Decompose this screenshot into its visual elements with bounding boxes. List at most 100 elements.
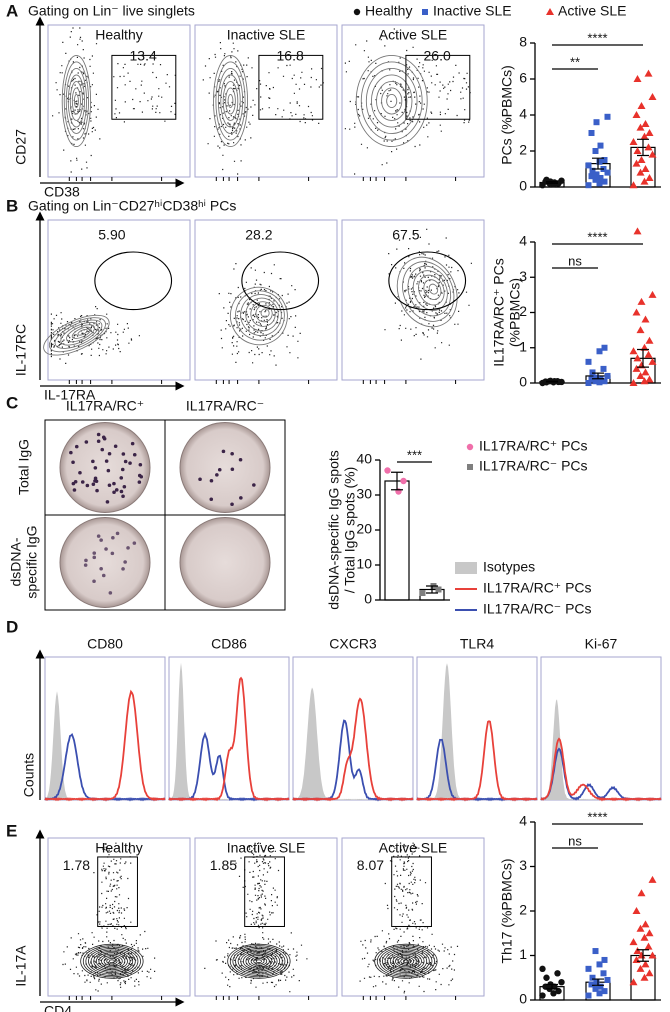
data-point bbox=[592, 148, 599, 154]
y-axis-label: IL17RA/RC⁺ PCs bbox=[491, 258, 507, 367]
legend-label: IL17RA/RC⁺ PCs bbox=[479, 438, 588, 454]
contour bbox=[227, 943, 291, 979]
axis-ticks bbox=[362, 177, 457, 181]
legend-label: Inactive SLE bbox=[433, 3, 512, 19]
data-point bbox=[648, 875, 657, 883]
axis-ticks bbox=[68, 177, 163, 181]
marker-title: CD80 bbox=[87, 636, 123, 652]
contour bbox=[229, 286, 288, 346]
data-point bbox=[596, 158, 603, 165]
plot-title: Inactive SLE bbox=[227, 840, 306, 856]
data-point bbox=[644, 350, 653, 358]
contour bbox=[418, 274, 445, 306]
error-bar bbox=[637, 348, 649, 368]
column-label: IL17RA/RC⁻ bbox=[186, 398, 264, 414]
positive-histogram bbox=[416, 720, 538, 802]
plot-frame bbox=[194, 837, 338, 997]
contour bbox=[242, 952, 275, 971]
contour bbox=[376, 945, 435, 978]
data-point bbox=[435, 586, 442, 593]
contour bbox=[222, 81, 239, 121]
panel-label: A bbox=[6, 1, 18, 20]
contour bbox=[93, 950, 131, 972]
legend-label: Healthy bbox=[365, 3, 412, 19]
contour bbox=[382, 948, 430, 975]
data-point bbox=[384, 467, 391, 474]
y-tick-label: 10 bbox=[356, 556, 372, 572]
contour bbox=[95, 952, 128, 971]
contour bbox=[90, 949, 134, 974]
plot-title: Active SLE bbox=[379, 27, 447, 43]
positive-histogram bbox=[292, 697, 414, 802]
marker-title: TLR4 bbox=[460, 636, 494, 652]
y-tick-label: 0 bbox=[364, 591, 372, 607]
plot-frame bbox=[47, 837, 191, 997]
data-point bbox=[640, 933, 649, 941]
data-point bbox=[585, 380, 592, 386]
contour bbox=[360, 61, 423, 141]
data-point bbox=[645, 129, 654, 136]
contour bbox=[80, 943, 144, 979]
contour bbox=[384, 949, 428, 974]
marker-title: Ki-67 bbox=[585, 636, 618, 652]
contour bbox=[370, 74, 413, 128]
data-point bbox=[601, 956, 608, 963]
data-point bbox=[601, 988, 608, 995]
axis-ticks bbox=[362, 996, 457, 1000]
y-tick-label: 2 bbox=[519, 303, 527, 319]
y-tick-label: 2 bbox=[519, 142, 527, 158]
y-tick-label: 3 bbox=[519, 268, 527, 284]
data-point bbox=[641, 315, 650, 323]
axis-ticks bbox=[68, 380, 163, 384]
significance-label: *** bbox=[407, 447, 422, 462]
data-point bbox=[633, 947, 642, 955]
error-bar bbox=[546, 181, 558, 184]
row-label: Total IgG bbox=[16, 439, 32, 495]
contour bbox=[66, 324, 96, 343]
contour bbox=[85, 946, 139, 976]
gate-value: 1.78 bbox=[63, 857, 90, 873]
gate bbox=[111, 54, 177, 120]
plot-frame bbox=[341, 24, 485, 178]
contour bbox=[69, 81, 83, 121]
data-point bbox=[648, 357, 657, 365]
legend-label: IL17RA/RC⁺ PCs bbox=[483, 580, 592, 596]
contour bbox=[229, 945, 288, 978]
gate-value: 13.4 bbox=[130, 47, 157, 63]
x-axis-label: IL-17RA bbox=[44, 387, 96, 403]
data-point bbox=[640, 177, 649, 185]
gate bbox=[94, 251, 173, 311]
data-point bbox=[637, 297, 646, 305]
events bbox=[344, 28, 471, 175]
data-point bbox=[604, 372, 611, 379]
data-point bbox=[585, 162, 592, 169]
well bbox=[59, 517, 151, 608]
y-tick-label: 3 bbox=[519, 857, 527, 873]
contour bbox=[82, 945, 141, 978]
error-bar bbox=[637, 138, 649, 157]
row-label: dsDNA- bbox=[8, 537, 24, 586]
legend-marker bbox=[353, 8, 361, 16]
data-point bbox=[641, 368, 650, 376]
events bbox=[52, 27, 176, 173]
spots bbox=[83, 531, 137, 595]
contour bbox=[101, 955, 123, 968]
well bbox=[179, 517, 271, 608]
x-axis-label: CD4 bbox=[44, 1003, 72, 1012]
data-point bbox=[632, 308, 641, 316]
data-point bbox=[637, 156, 646, 163]
plot-frame bbox=[341, 837, 485, 997]
y-tick-label: 0 bbox=[519, 991, 527, 1007]
contour bbox=[396, 256, 458, 328]
data-point bbox=[604, 169, 611, 176]
plot-frame bbox=[47, 24, 191, 178]
contour bbox=[215, 61, 246, 141]
data-point bbox=[588, 376, 595, 383]
positive-histogram bbox=[168, 676, 290, 802]
data-point bbox=[596, 348, 603, 355]
contour bbox=[395, 955, 417, 968]
events bbox=[50, 306, 140, 364]
data-point bbox=[632, 111, 641, 118]
data-point bbox=[589, 974, 596, 981]
data-point bbox=[597, 142, 604, 149]
